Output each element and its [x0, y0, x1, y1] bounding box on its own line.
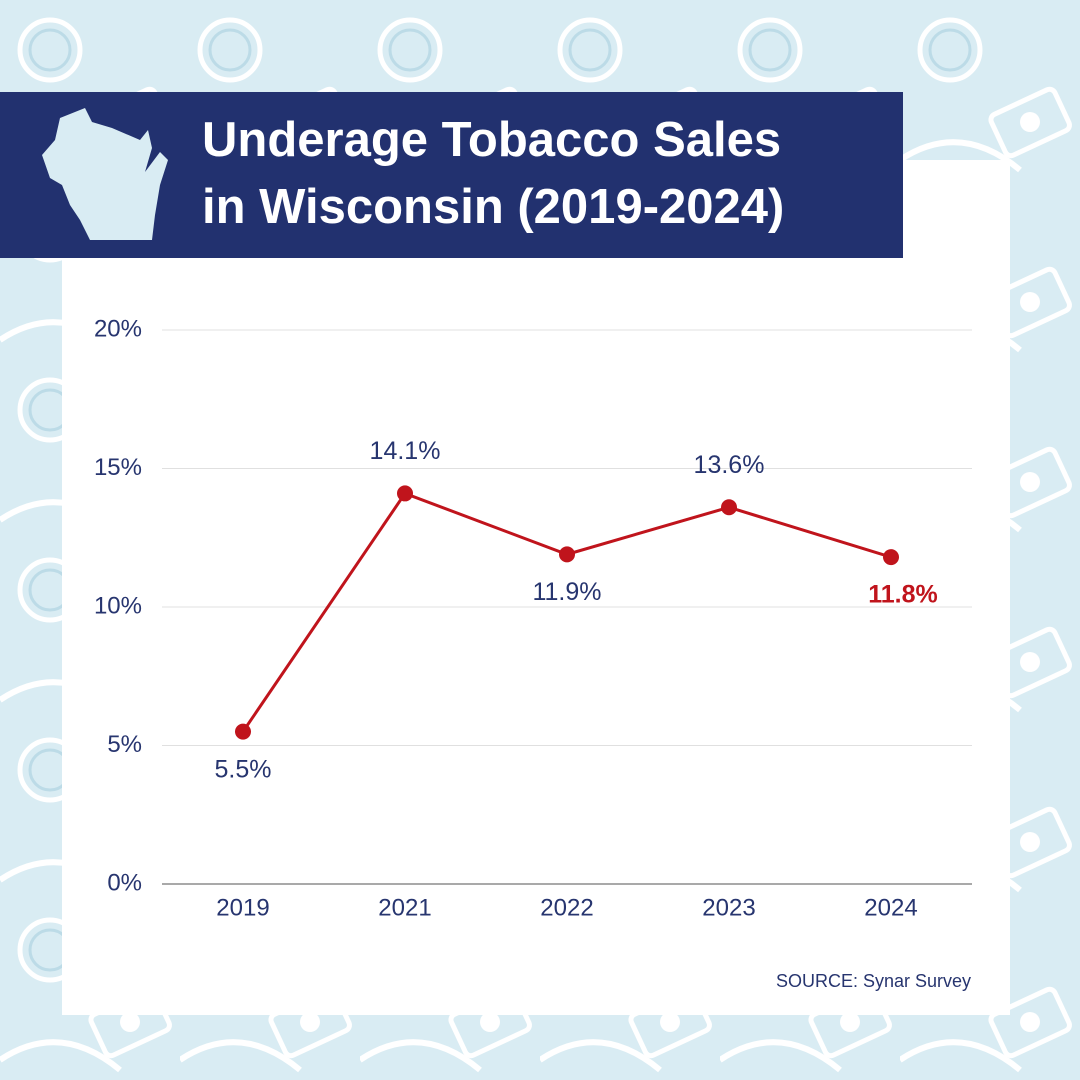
- x-tick-label: 2019: [216, 894, 269, 921]
- y-tick-label: 20%: [94, 315, 142, 342]
- x-tick-label: 2021: [378, 894, 431, 921]
- data-label: 5.5%: [215, 755, 272, 783]
- data-label: 11.8%: [868, 581, 938, 609]
- point: [235, 723, 251, 740]
- y-tick-label: 0%: [107, 869, 142, 896]
- y-tick-label: 5%: [107, 731, 142, 758]
- point: [559, 546, 575, 563]
- point: [721, 499, 737, 516]
- y-tick-label: 15%: [94, 454, 142, 481]
- point: [883, 549, 899, 566]
- state-map: [42, 108, 168, 240]
- point: [397, 485, 413, 502]
- chart-title: Underage Tobacco Sales: [202, 113, 781, 167]
- x-tick-label: 2024: [864, 894, 917, 921]
- x-tick-label: 2023: [702, 894, 755, 921]
- chart-title: in Wisconsin (2019-2024): [202, 180, 784, 234]
- data-label: 14.1%: [370, 437, 441, 465]
- panel: [62, 160, 1010, 1015]
- data-label: 13.6%: [694, 451, 765, 479]
- source-note: SOURCE: Synar Survey: [776, 971, 971, 991]
- x-tick-label: 2022: [540, 894, 593, 921]
- data-label: 11.9%: [532, 578, 601, 606]
- y-tick-label: 10%: [94, 592, 142, 619]
- plot-area: 0% 5% 10% 15% 20% 2019 2021 2022 2023 2024 5.5% 14.…: [94, 315, 972, 921]
